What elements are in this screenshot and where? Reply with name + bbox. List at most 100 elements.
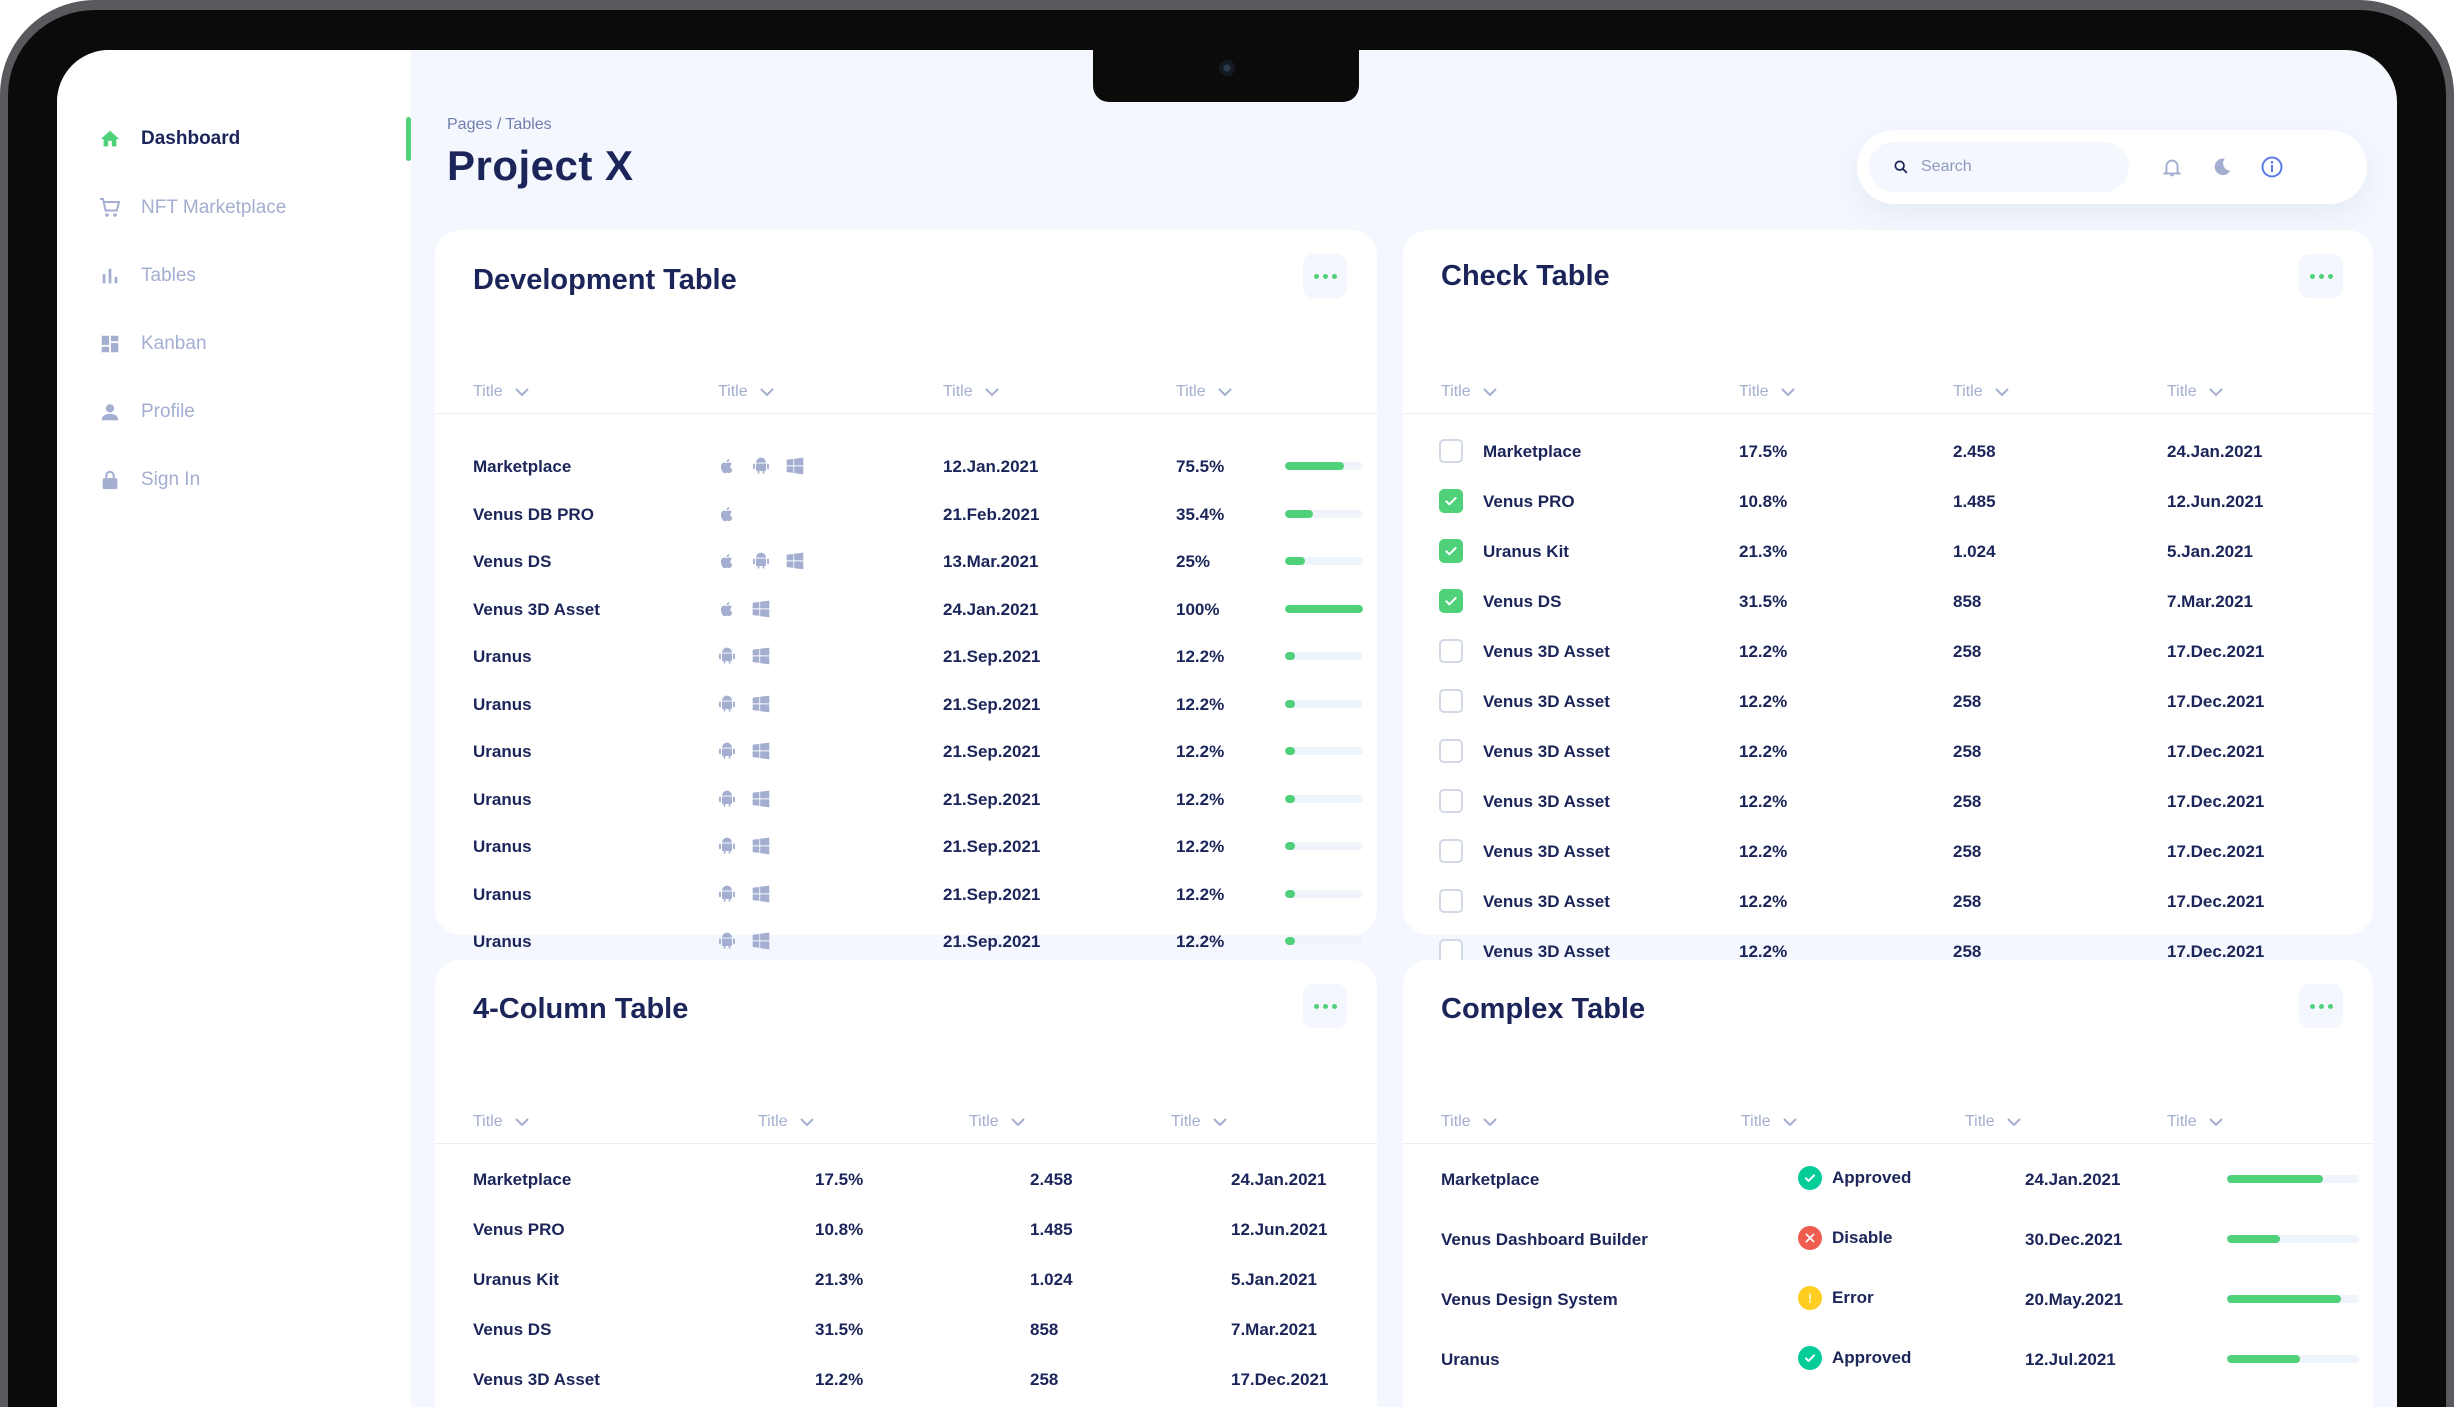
row-checkbox[interactable] [1439,689,1463,713]
row-checkbox[interactable] [1439,839,1463,863]
column-header[interactable]: Title [1965,1113,2021,1131]
row-checkbox[interactable] [1439,589,1463,613]
more-options-button[interactable] [2299,254,2343,298]
column-header[interactable]: Title [2167,383,2223,401]
row-date: 21.Sep.2021 [943,742,1041,761]
header-divider [1403,413,2373,414]
platform-icons [716,598,772,620]
progress-fill [1285,699,1295,708]
progress-bar [1285,842,1363,850]
breadcrumb[interactable]: Pages / Tables [447,116,552,133]
user-icon [97,399,123,425]
column-header[interactable]: Title [943,383,999,401]
column-header[interactable]: Title [473,1113,529,1131]
row-checkbox[interactable] [1439,639,1463,663]
page-title: Project X [447,142,634,189]
row-checkbox[interactable] [1439,889,1463,913]
row-checkbox[interactable] [1439,489,1463,513]
row-name: Marketplace [473,457,572,476]
row-name: Uranus Kit [473,1270,559,1289]
row-name: Venus PRO [473,1220,565,1239]
row-name: Venus Dashboard Builder [1441,1230,1648,1249]
progress-fill [2227,1355,2300,1363]
more-options-button[interactable] [1303,984,1347,1028]
row-date: 12.Jun.2021 [1231,1220,1328,1239]
bell-icon[interactable] [2159,154,2185,180]
more-options-button[interactable] [2299,984,2343,1028]
chevron-down-icon [1994,387,2009,397]
progress-fill [1285,937,1295,945]
column-header[interactable]: Title [758,1113,814,1131]
chevron-down-icon [2006,1117,2021,1127]
row-progress-text: 100% [1176,599,1220,619]
row-quantity: 858 [1953,592,1982,611]
active-indicator [406,117,411,161]
column-header[interactable]: Title [1739,383,1795,401]
row-quantity: 858 [1030,1320,1059,1339]
android-icon [716,693,738,715]
windows-icon [750,883,772,905]
column-header[interactable]: Title [969,1113,1025,1131]
sidebar-item-dashboard[interactable]: Dashboard [97,117,411,161]
row-date: 17.Dec.2021 [2167,792,2265,811]
row-quantity: 1.024 [1953,542,1996,561]
windows-icon [750,693,772,715]
chevron-down-icon [2208,1117,2223,1127]
search-input[interactable]: Search [1869,142,2129,192]
row-name: Venus DB PRO [473,504,594,524]
row-quantity: 258 [1953,692,1982,711]
moon-icon[interactable] [2209,154,2235,180]
column-header[interactable]: Title [2167,1113,2223,1131]
column-header[interactable]: Title [718,383,774,401]
row-checkbox[interactable] [1439,439,1463,463]
sidebar-item-nft-marketplace[interactable]: NFT Marketplace [97,188,411,228]
row-date: 30.Dec.2021 [2025,1230,2123,1249]
column-header[interactable]: Title [1953,383,2009,401]
row-name: Marketplace [1441,1170,1540,1189]
row-date: 17.Dec.2021 [2167,842,2265,861]
platform-icons [716,503,738,525]
row-checkbox[interactable] [1439,789,1463,813]
info-icon[interactable] [2259,154,2285,180]
grid-icon [97,331,123,357]
row-date: 17.Dec.2021 [1231,1370,1329,1389]
row-name: Uranus [473,837,532,856]
platform-icons [716,693,772,715]
sidebar-item-profile[interactable]: Profile [97,392,411,432]
column-header[interactable]: Title [1176,383,1232,401]
more-options-button[interactable] [1303,254,1347,298]
row-percent: 12.2% [1739,942,1788,961]
row-name: Venus Design System [1441,1290,1618,1309]
row-name: Marketplace [473,1170,572,1189]
row-name: Venus 3D Asset [473,599,600,619]
sidebar-item-kanban[interactable]: Kanban [97,324,411,364]
column-header[interactable]: Title [1441,383,1497,401]
android-icon [716,788,738,810]
sidebar-item-sign-in[interactable]: Sign In [97,460,411,500]
row-date: 17.Dec.2021 [2167,942,2265,961]
progress-bar [1285,604,1363,613]
column-header[interactable]: Title [1741,1113,1797,1131]
column-header[interactable]: Title [1171,1113,1227,1131]
chevron-down-icon [1780,387,1795,397]
sidebar-item-tables[interactable]: Tables [97,256,411,296]
progress-fill [2227,1235,2280,1243]
row-percent: 12.2% [1739,742,1788,761]
chevron-down-icon [1217,387,1232,397]
row-date: 17.Dec.2021 [2167,692,2265,711]
platform-icons [716,455,806,477]
progress-bar [2227,1235,2359,1243]
row-checkbox[interactable] [1439,739,1463,763]
card-title: Complex Table [1441,993,1646,1025]
windows-icon [750,645,772,667]
column-header[interactable]: Title [1441,1113,1497,1131]
progress-bar [2227,1355,2359,1363]
app-screen: Dashboard NFT Marketplace Tables Kanban … [57,50,2397,1407]
column-header[interactable]: Title [473,383,529,401]
camera-icon [1219,60,1235,76]
status-badge: Approved [1798,1346,1911,1370]
card-title: Check Table [1441,260,1610,292]
row-name: Uranus [473,742,532,761]
windows-icon [750,740,772,762]
row-checkbox[interactable] [1439,539,1463,563]
